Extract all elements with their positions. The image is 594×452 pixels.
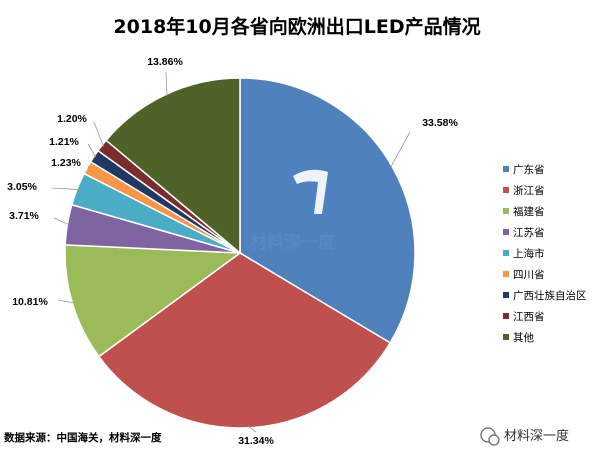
legend-label: 福建省 (513, 205, 545, 218)
brand-mark: 材料深一度 (480, 427, 569, 446)
percent-labels: 33.58% 31.34% 10.81% 3.71% 3.05% 1.23% 1.21% 1.… (7, 56, 458, 447)
leader-line (53, 217, 70, 226)
legend-label: 上海市 (513, 247, 545, 260)
leader-line (57, 299, 75, 304)
legend-label: 其他 (513, 331, 534, 344)
legend-swatch (503, 166, 509, 172)
watermark-text: 材料深一度 (250, 232, 336, 253)
percent-label: 1.21% (49, 136, 79, 148)
pie-slice (64, 244, 243, 358)
legend-label: 四川省 (513, 268, 545, 281)
leader-line (390, 131, 411, 168)
leader-line (51, 187, 80, 190)
leader-line (87, 165, 90, 169)
percent-label: 3.05% (7, 181, 37, 193)
legend-swatch (503, 313, 509, 319)
legend-swatch (503, 271, 509, 277)
legend-label: 江苏省 (513, 226, 545, 239)
leader-lines (51, 71, 411, 433)
legend-label: 浙江省 (513, 184, 545, 197)
source-note: 数据来源：中国海关，材料深一度 (3, 431, 162, 444)
pie-slices (64, 77, 416, 429)
percent-label: 3.71% (9, 210, 39, 222)
chart-title: 2018年10月各省向欧洲出口LED产品情况 (113, 15, 480, 38)
percent-label: 1.23% (51, 157, 81, 169)
legend-swatch (503, 187, 509, 193)
watermark-logo-mark (293, 169, 328, 214)
legend-label: 广西壮族自治区 (513, 289, 587, 302)
watermark-logo-icon (276, 156, 344, 224)
percent-label: 1.20% (57, 113, 87, 125)
legend-label: 广东省 (513, 163, 545, 176)
percent-label: 10.81% (12, 296, 48, 308)
percent-label: 31.34% (238, 435, 274, 447)
pie-slice (105, 77, 241, 255)
leader-line (247, 425, 257, 433)
pie-slice (97, 252, 392, 429)
legend-swatch (503, 250, 509, 256)
wechat-icon-small (488, 434, 500, 446)
percent-label: 13.86% (147, 56, 183, 68)
percent-label: 33.58% (422, 117, 458, 129)
legend-label: 江西省 (513, 310, 545, 323)
legend-swatch (503, 292, 509, 298)
legend-swatch (503, 334, 509, 340)
leader-line (87, 143, 97, 158)
brand-text: 材料深一度 (504, 428, 569, 444)
legend-swatch (503, 208, 509, 214)
leader-line (165, 71, 168, 97)
watermark: 材料深一度 (250, 156, 344, 253)
legend-swatch (503, 229, 509, 235)
leader-line (93, 121, 104, 147)
